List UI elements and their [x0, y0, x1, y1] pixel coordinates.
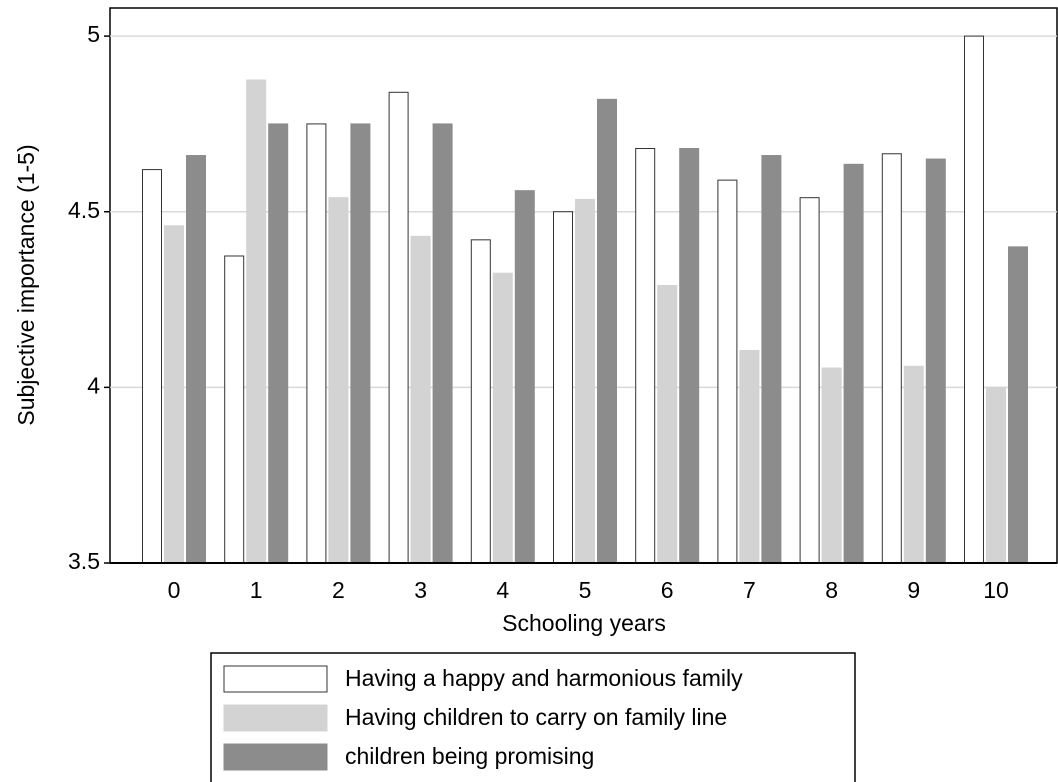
- bar: [575, 198, 595, 564]
- bar: [246, 79, 267, 564]
- x-tick-label: 0: [168, 577, 181, 603]
- x-tick-label: 4: [496, 577, 509, 603]
- bar: [635, 148, 656, 564]
- bar: [657, 285, 678, 564]
- bar: [843, 163, 864, 564]
- legend-swatch: [223, 665, 328, 693]
- y-tick-label: 4: [87, 372, 100, 398]
- bar: [224, 255, 245, 564]
- legend-swatch: [223, 704, 328, 732]
- bar: [597, 98, 617, 564]
- bar: [799, 197, 820, 564]
- x-tick-label: 8: [825, 577, 838, 603]
- x-tick-label: 10: [983, 577, 1009, 603]
- bar: [350, 123, 371, 564]
- bar: [514, 190, 535, 564]
- x-tick-label: 9: [907, 577, 920, 603]
- x-tick-label: 3: [414, 577, 427, 603]
- y-axis-label: Subjective importance (1-5): [13, 144, 39, 425]
- bar: [268, 123, 289, 564]
- bar: [328, 197, 349, 564]
- bar: [964, 35, 984, 564]
- bar: [410, 235, 431, 564]
- bar: [903, 365, 924, 564]
- x-tick-label: 6: [661, 577, 674, 603]
- x-axis-label: Schooling years: [502, 610, 666, 636]
- bar: [142, 169, 162, 564]
- bar: [1008, 246, 1028, 564]
- bar: [553, 211, 573, 564]
- bar: [881, 153, 902, 564]
- bar: [739, 349, 760, 564]
- bar: [717, 179, 738, 564]
- x-tick-label: 5: [579, 577, 592, 603]
- bar: [679, 148, 700, 564]
- legend-swatch: [223, 743, 328, 771]
- x-tick-label: 1: [250, 577, 263, 603]
- bar: [821, 367, 842, 564]
- bar: [186, 155, 206, 564]
- legend-label: Having children to carry on family line: [345, 704, 727, 730]
- bar: [761, 155, 782, 564]
- bar: [306, 123, 327, 564]
- bar: [164, 225, 184, 564]
- bar: [986, 386, 1006, 564]
- bar: [432, 123, 453, 564]
- bar: [925, 158, 946, 564]
- bar: [388, 91, 409, 564]
- y-tick-label: 3.5: [68, 548, 100, 574]
- legend-label: children being promising: [345, 743, 594, 769]
- y-tick-label: 5: [87, 21, 100, 47]
- x-tick-label: 7: [743, 577, 756, 603]
- bar: [470, 239, 491, 564]
- x-tick-label: 2: [332, 577, 345, 603]
- y-tick-label: 4.5: [68, 197, 100, 223]
- legend-label: Having a happy and harmonious family: [345, 665, 743, 691]
- bar: [492, 272, 513, 564]
